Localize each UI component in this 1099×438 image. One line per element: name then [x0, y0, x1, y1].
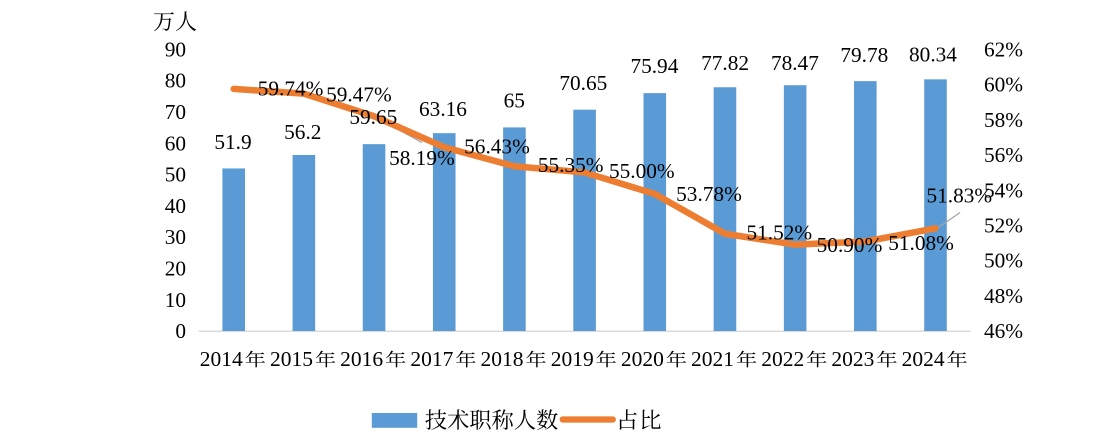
svg-text:65: 65: [504, 89, 525, 113]
svg-text:20: 20: [165, 257, 186, 281]
svg-text:60: 60: [165, 131, 186, 155]
svg-text:52%: 52%: [984, 213, 1023, 237]
svg-text:62%: 62%: [984, 37, 1023, 61]
svg-text:78.47: 78.47: [771, 51, 819, 75]
svg-text:2015: 2015: [270, 347, 313, 371]
svg-text:10: 10: [165, 288, 186, 312]
svg-text:48%: 48%: [984, 284, 1023, 308]
svg-text:51.9: 51.9: [214, 130, 251, 154]
svg-text:59.65: 59.65: [349, 105, 397, 129]
svg-text:58%: 58%: [984, 108, 1023, 132]
svg-text:2020: 2020: [621, 347, 664, 371]
svg-text:59.74%: 59.74%: [258, 76, 324, 100]
svg-text:40: 40: [165, 194, 186, 218]
svg-text:2024: 2024: [902, 347, 945, 371]
svg-text:46%: 46%: [984, 319, 1023, 343]
svg-text:50.90%: 50.90%: [817, 233, 883, 257]
svg-text:77.82: 77.82: [701, 51, 749, 75]
svg-text:30: 30: [165, 225, 186, 249]
svg-text:90: 90: [165, 37, 186, 61]
svg-text:51.83%: 51.83%: [926, 184, 992, 208]
svg-text:2018: 2018: [481, 347, 524, 371]
svg-text:51.52%: 51.52%: [746, 221, 812, 245]
svg-text:2016: 2016: [340, 347, 383, 371]
svg-text:51.08%: 51.08%: [888, 231, 954, 255]
svg-text:70.65: 70.65: [559, 71, 607, 95]
svg-text:2022: 2022: [761, 347, 804, 371]
svg-text:54%: 54%: [984, 178, 1023, 202]
svg-text:80.34: 80.34: [909, 43, 957, 67]
svg-text:53.78%: 53.78%: [676, 182, 742, 206]
svg-text:55.35%: 55.35%: [538, 153, 604, 177]
svg-text:56.2: 56.2: [284, 120, 321, 144]
svg-text:2021: 2021: [691, 347, 734, 371]
svg-text:0: 0: [175, 319, 186, 343]
svg-text:79.78: 79.78: [840, 43, 888, 67]
svg-text:56.43%: 56.43%: [464, 134, 530, 158]
svg-text:50: 50: [165, 163, 186, 187]
svg-text:59.47%: 59.47%: [326, 83, 392, 107]
svg-text:2023: 2023: [831, 347, 874, 371]
svg-text:70: 70: [165, 100, 186, 124]
svg-text:55.00%: 55.00%: [609, 159, 675, 183]
svg-text:50%: 50%: [984, 249, 1023, 273]
svg-text:75.94: 75.94: [630, 54, 678, 78]
svg-text:2014: 2014: [200, 347, 243, 371]
svg-text:2019: 2019: [551, 347, 594, 371]
svg-text:63.16: 63.16: [419, 97, 467, 121]
svg-text:56%: 56%: [984, 143, 1023, 167]
svg-text:58.19%: 58.19%: [389, 146, 455, 170]
svg-text:2017: 2017: [410, 347, 453, 371]
svg-text:80: 80: [165, 69, 186, 93]
svg-text:60%: 60%: [984, 73, 1023, 97]
